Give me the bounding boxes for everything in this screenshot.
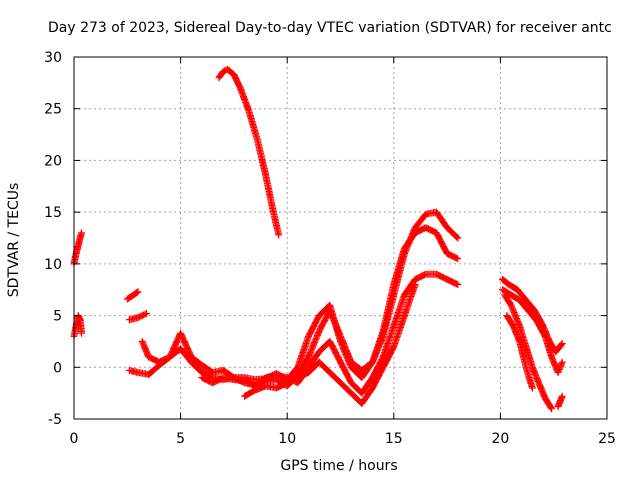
series-arc-late-2 (499, 286, 566, 376)
series-arc-early-2 (70, 312, 85, 340)
data-point-markers (241, 281, 419, 407)
series-layer (70, 65, 566, 413)
y-tick-label: 30 (44, 50, 62, 66)
data-point-markers (215, 65, 283, 239)
y-tick-label: 5 (53, 309, 62, 325)
y-tick-label: 0 (53, 360, 62, 376)
data-point-markers (503, 312, 536, 392)
data-point-markers (70, 229, 85, 268)
x-tick-label: 25 (598, 431, 616, 447)
x-tick-label: 5 (176, 431, 185, 447)
x-tick-label: 20 (491, 431, 509, 447)
series-arc-late-4 (503, 312, 536, 392)
y-tick-label: 10 (44, 257, 62, 273)
series-arc-morning-2 (125, 310, 150, 324)
y-tick-label: 25 (44, 102, 62, 118)
x-axis-label: GPS time / hours (280, 458, 397, 474)
x-tick-label: 10 (278, 431, 296, 447)
y-tick-label: -5 (48, 412, 62, 428)
series-arc-late-5 (554, 392, 566, 411)
data-point-markers (70, 312, 85, 340)
series-arc-low-c (198, 270, 462, 397)
series-arc-high (215, 65, 283, 239)
plot-frame (73, 56, 608, 420)
data-point-markers (554, 392, 566, 411)
y-tick-label: 15 (44, 205, 62, 221)
chart-title: Day 273 of 2023, Sidereal Day-to-day VTE… (48, 20, 612, 36)
x-tick-label: 0 (70, 431, 79, 447)
data-point-markers (125, 310, 150, 324)
series-arc-late-3 (501, 291, 556, 413)
data-point-markers (198, 270, 462, 397)
y-axis-label: SDTVAR / TECUs (6, 183, 22, 298)
x-tick-label: 15 (385, 431, 403, 447)
tick-layer: 0 5 10 15 20 25 -5 0 5 10 15 20 25 30 (44, 50, 616, 447)
series-arc-early-1 (70, 229, 85, 268)
series-arc-low-d (241, 281, 419, 407)
series-arc-morning-1 (123, 288, 142, 303)
data-point-markers (499, 286, 566, 376)
data-point-markers (501, 291, 556, 413)
y-tick-label: 20 (44, 153, 62, 169)
data-point-markers (123, 288, 142, 303)
